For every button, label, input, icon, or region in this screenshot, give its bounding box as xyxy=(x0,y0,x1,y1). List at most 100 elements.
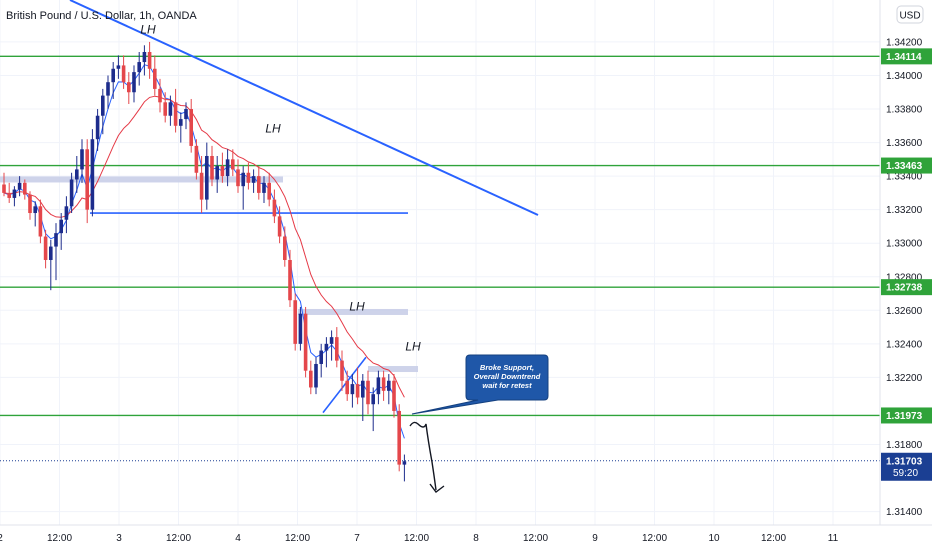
candle-body xyxy=(371,394,375,405)
callout-text-line: Broke Support, xyxy=(480,363,534,372)
currency-button[interactable]: USD xyxy=(896,5,924,24)
candle-body xyxy=(64,206,69,220)
candle-body xyxy=(49,246,53,260)
y-tick-label: 1.34200 xyxy=(886,37,923,48)
candle-body xyxy=(267,182,271,200)
candle-body xyxy=(90,139,95,210)
callout-text-line: wait for retest xyxy=(482,381,532,390)
candle-body xyxy=(272,199,277,217)
candle-body xyxy=(147,51,152,69)
candle-body xyxy=(215,166,219,180)
candle-body xyxy=(314,363,318,388)
candle-body xyxy=(288,259,292,301)
candle-body xyxy=(246,172,251,183)
price-axis: 1.34200 1.34000 1.33800 1.33600 1.33400 1.332… xyxy=(881,37,932,518)
y-tick-label: 1.32600 xyxy=(886,306,923,317)
candle-body xyxy=(350,384,355,395)
candle-body xyxy=(361,380,365,398)
level-price-tag xyxy=(881,407,932,424)
candle-body xyxy=(106,82,110,96)
rising-trendline xyxy=(322,356,367,414)
candle-body xyxy=(319,350,323,364)
candle-body xyxy=(194,145,199,173)
candle-body xyxy=(184,109,188,120)
candle-body xyxy=(303,313,308,371)
candle-body xyxy=(168,102,173,116)
candle-body xyxy=(59,219,63,234)
current-price-label: 1.31703 xyxy=(886,456,923,467)
candle-body xyxy=(43,236,48,260)
candle-body xyxy=(127,82,131,93)
lower-high-label: LH xyxy=(140,23,156,37)
candle-body xyxy=(205,155,209,200)
candle-body xyxy=(173,102,178,126)
level-price-tag xyxy=(881,279,932,296)
candle-body xyxy=(262,182,266,193)
candle-body xyxy=(329,337,334,344)
level-price-tag xyxy=(881,157,932,174)
candle-body xyxy=(283,236,287,260)
candle-body xyxy=(220,166,225,177)
x-tick-label: 11 xyxy=(828,533,839,544)
y-tick-label: 1.31400 xyxy=(886,507,923,518)
x-tick-label: 12:00 xyxy=(404,533,429,544)
level-price-label: 1.34114 xyxy=(886,52,922,63)
horizontal-levels xyxy=(0,55,880,462)
candle-body xyxy=(251,176,256,183)
candle-body xyxy=(293,300,297,344)
candle-body xyxy=(199,172,204,200)
time-axis[interactable]: 2 12:00 3 12:00 4 12:00 7 12:00 8 12:00 9 12:00 10 12… xyxy=(0,533,839,544)
candle-body xyxy=(111,68,115,83)
candle-body xyxy=(241,172,245,187)
candle-body xyxy=(277,216,282,237)
level-price-label: 1.31973 xyxy=(886,411,923,422)
x-tick-label: 2 xyxy=(0,533,3,544)
x-tick-label: 4 xyxy=(235,533,241,544)
candle-body xyxy=(121,65,126,83)
candle-body xyxy=(54,233,58,247)
candle-body xyxy=(2,184,6,193)
candle-body xyxy=(85,149,89,210)
candle-body xyxy=(387,380,391,391)
x-tick-label: 8 xyxy=(473,533,479,544)
level-price-label: 1.33463 xyxy=(886,161,923,172)
candle-body xyxy=(75,169,79,180)
candle-body xyxy=(402,461,407,465)
candle-body xyxy=(153,68,157,89)
projection-arrow-head xyxy=(429,483,445,493)
x-tick-label: 12:00 xyxy=(642,533,667,544)
candle-body xyxy=(12,189,17,198)
candle-body xyxy=(298,313,303,344)
candle-body xyxy=(225,159,230,177)
y-tick-label: 1.32200 xyxy=(886,373,923,384)
x-tick-label: 10 xyxy=(708,533,720,544)
candle-body xyxy=(309,370,313,388)
candle-body xyxy=(158,88,162,103)
callout-bubble xyxy=(411,354,549,415)
x-tick-label: 12:00 xyxy=(523,533,548,544)
price-zone xyxy=(298,308,408,315)
candles xyxy=(2,41,407,482)
price-axis-panel[interactable] xyxy=(880,0,932,525)
currency-label: USD xyxy=(899,11,920,22)
candle-body xyxy=(376,377,381,395)
candle-body xyxy=(210,155,214,180)
lower-high-label: LH xyxy=(265,122,281,136)
candle-body xyxy=(179,119,183,126)
y-tick-label: 1.31800 xyxy=(886,440,923,451)
candle-body xyxy=(116,65,121,69)
candle-body xyxy=(392,380,396,411)
y-tick-label: 1.33600 xyxy=(886,138,923,149)
candle-body xyxy=(257,176,261,193)
candle-body xyxy=(132,72,136,93)
price-zone xyxy=(0,176,283,183)
y-tick-label: 1.33400 xyxy=(886,172,923,183)
candle-body xyxy=(7,192,11,198)
slow-moving-average xyxy=(3,95,405,398)
callout-text-line: Overall Downtrend xyxy=(474,372,541,381)
y-tick-label: 1.34000 xyxy=(886,71,923,82)
current-price-tag xyxy=(881,452,932,481)
candle-body xyxy=(33,206,37,214)
